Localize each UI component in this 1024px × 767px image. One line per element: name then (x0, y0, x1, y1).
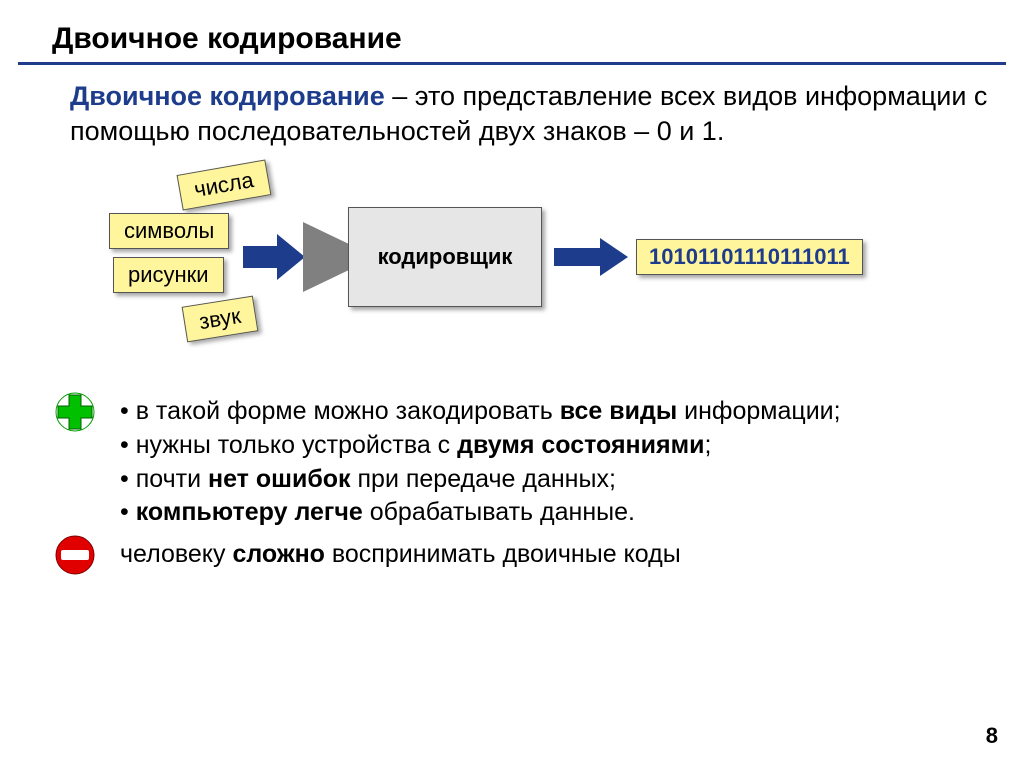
tag-symbols: символы (109, 213, 229, 249)
definition-term: Двоичное кодирование (70, 81, 385, 111)
advantage-item: нужны только устройства с двумя состояни… (120, 429, 994, 463)
arrow-out-icon (554, 238, 628, 276)
encoder-box: кодировщик (348, 207, 542, 307)
encoding-diagram: числа символы рисунки звук кодировщик 10… (0, 167, 1024, 387)
advantage-item: в такой форме можно закодировать все вид… (120, 395, 994, 429)
tag-sound: звук (182, 296, 259, 343)
advantage-item: компьютеру легче обрабатывать данные. (120, 496, 994, 530)
definition-text: Двоичное кодирование – это представление… (0, 65, 1024, 149)
advantage-item: почти нет ошибок при передаче данных; (120, 463, 994, 497)
funnel-icon (303, 222, 351, 292)
tag-numbers: числа (177, 160, 272, 211)
output-code: 10101101110111011 (636, 239, 863, 275)
advantages-list: в такой форме можно закодировать все вид… (0, 387, 1024, 530)
page-title: Двоичное кодирование (18, 0, 1006, 65)
disadvantage-text: человеку сложно воспринимать двоичные ко… (0, 534, 1024, 572)
page-number: 8 (986, 723, 998, 749)
tag-drawings: рисунки (113, 257, 224, 293)
arrow-in-icon (243, 234, 305, 280)
